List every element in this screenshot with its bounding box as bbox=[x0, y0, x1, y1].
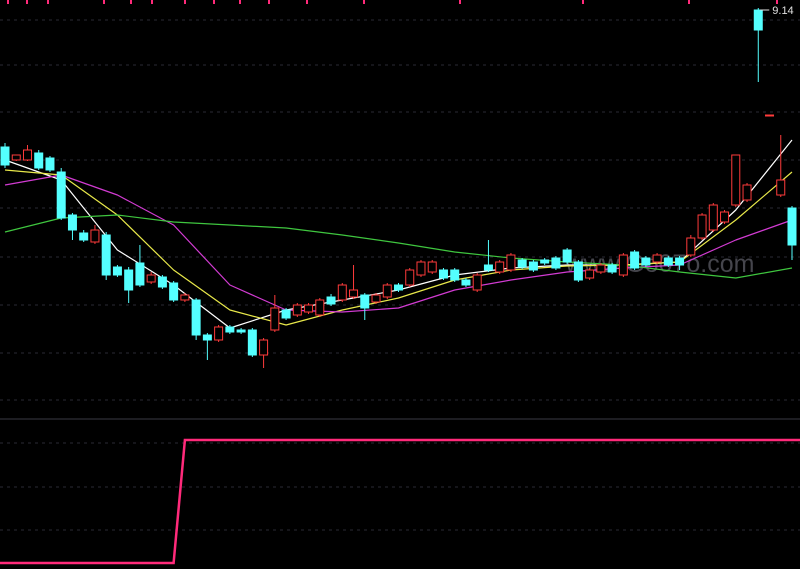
candle-body bbox=[270, 307, 280, 331]
candle-body bbox=[349, 289, 359, 298]
candle-body bbox=[416, 261, 426, 276]
plot: 9.14 bbox=[0, 5, 800, 565]
candle-body bbox=[483, 264, 493, 271]
candle-body bbox=[753, 9, 763, 31]
candle-body bbox=[787, 207, 797, 246]
candle-body bbox=[146, 274, 156, 283]
top-markers bbox=[7, 0, 778, 4]
candle-body bbox=[225, 326, 235, 333]
candle-body bbox=[135, 262, 145, 286]
candle-body bbox=[90, 229, 100, 243]
candle-body bbox=[686, 237, 696, 256]
grid bbox=[0, 19, 800, 531]
candle-body bbox=[67, 214, 77, 231]
candle-body bbox=[675, 257, 685, 266]
candle-body bbox=[540, 259, 550, 264]
candle-body bbox=[742, 184, 752, 201]
candle-body bbox=[585, 269, 595, 279]
candle-body bbox=[630, 251, 640, 269]
candle-body bbox=[281, 309, 291, 319]
candle-body bbox=[247, 329, 257, 356]
candle-body bbox=[112, 266, 122, 276]
candle-body bbox=[573, 261, 583, 281]
candle-body bbox=[259, 339, 269, 356]
candle-body bbox=[79, 232, 89, 241]
ma-line bbox=[4, 174, 793, 313]
ma-line bbox=[4, 169, 793, 326]
candle-body bbox=[528, 261, 538, 271]
candle-body bbox=[371, 294, 381, 303]
candle-body bbox=[214, 326, 224, 341]
candle-body bbox=[731, 154, 741, 206]
candle-body bbox=[382, 284, 392, 298]
candle-body bbox=[607, 264, 617, 273]
candle-body bbox=[304, 304, 314, 313]
candle-body bbox=[169, 282, 179, 301]
candle-body bbox=[495, 261, 505, 273]
high-price-label: 9.14 bbox=[772, 5, 793, 17]
candle-body bbox=[765, 114, 775, 117]
candle-body bbox=[517, 259, 527, 268]
candle-body bbox=[427, 261, 437, 273]
candle-body bbox=[0, 146, 10, 166]
candle-body bbox=[11, 154, 21, 161]
candle-body bbox=[472, 274, 482, 291]
candle-body bbox=[394, 284, 403, 291]
candle-body bbox=[236, 329, 246, 333]
candle-body bbox=[124, 269, 134, 291]
candle-body bbox=[101, 234, 111, 276]
ma-line bbox=[4, 139, 793, 329]
candle-body bbox=[56, 171, 66, 219]
candle-body bbox=[337, 284, 347, 301]
candle-body bbox=[562, 249, 572, 263]
candle-body bbox=[663, 257, 673, 266]
candle-body bbox=[326, 296, 336, 305]
candle-body bbox=[292, 304, 302, 316]
candle-body bbox=[720, 211, 730, 223]
candle-body bbox=[697, 214, 707, 239]
candle-body bbox=[506, 254, 516, 271]
candle-body bbox=[180, 294, 190, 301]
candle-body bbox=[776, 179, 786, 196]
candle-body bbox=[618, 254, 628, 276]
candle-body bbox=[45, 157, 55, 171]
candle-body bbox=[652, 254, 662, 263]
candle-body bbox=[461, 279, 471, 286]
candle-body bbox=[191, 299, 201, 336]
candle-body bbox=[596, 264, 606, 273]
candle-body bbox=[34, 152, 44, 169]
candle-body bbox=[438, 269, 448, 279]
candle-body bbox=[157, 276, 167, 288]
candle-body bbox=[551, 257, 561, 269]
candle-body bbox=[450, 269, 460, 281]
candle-body bbox=[360, 294, 370, 309]
candle-body bbox=[641, 257, 651, 266]
candle-body bbox=[22, 149, 32, 161]
indicator-line bbox=[0, 438, 800, 565]
candle-body bbox=[202, 334, 212, 341]
candle-body bbox=[315, 299, 325, 316]
ma-line bbox=[4, 214, 793, 279]
candle-body bbox=[405, 269, 415, 286]
candle-body bbox=[708, 204, 718, 231]
